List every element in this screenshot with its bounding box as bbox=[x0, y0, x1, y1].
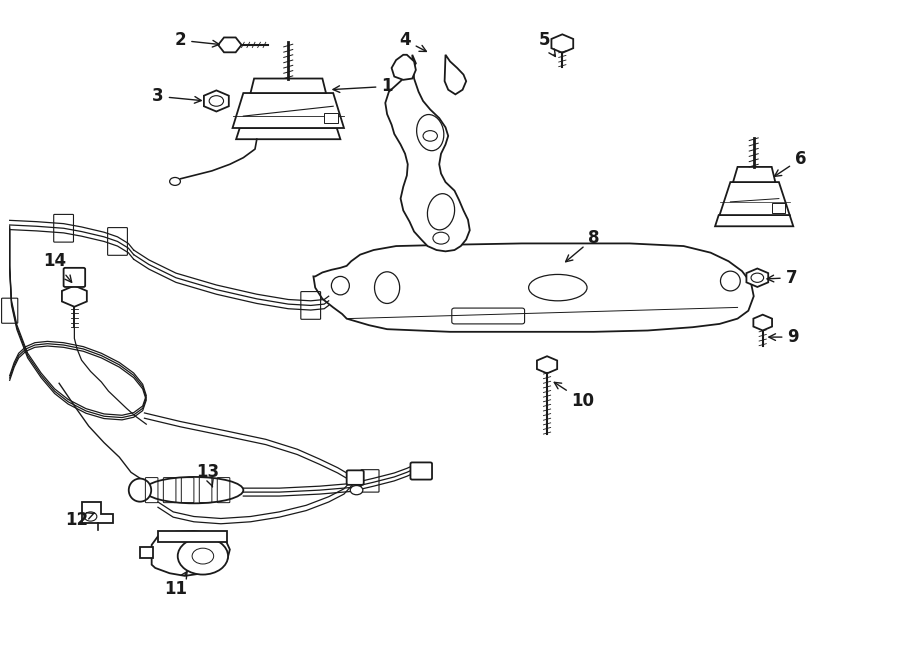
Polygon shape bbox=[720, 182, 789, 215]
Polygon shape bbox=[716, 215, 793, 226]
Text: 14: 14 bbox=[43, 253, 72, 282]
Ellipse shape bbox=[129, 479, 151, 502]
Polygon shape bbox=[158, 531, 227, 541]
Circle shape bbox=[169, 177, 180, 185]
Polygon shape bbox=[250, 79, 326, 93]
Text: 1: 1 bbox=[333, 77, 392, 95]
Text: 5: 5 bbox=[538, 31, 555, 56]
Polygon shape bbox=[753, 315, 772, 330]
Polygon shape bbox=[445, 55, 466, 95]
Polygon shape bbox=[62, 286, 86, 307]
Text: 12: 12 bbox=[66, 511, 94, 529]
Polygon shape bbox=[537, 356, 557, 373]
Text: 9: 9 bbox=[769, 328, 799, 346]
FancyBboxPatch shape bbox=[64, 268, 86, 287]
Text: 10: 10 bbox=[554, 382, 595, 410]
Polygon shape bbox=[734, 167, 775, 182]
Polygon shape bbox=[746, 268, 769, 287]
Text: 11: 11 bbox=[165, 572, 187, 598]
Polygon shape bbox=[82, 502, 113, 523]
Text: 13: 13 bbox=[196, 463, 219, 486]
Polygon shape bbox=[392, 55, 416, 80]
Polygon shape bbox=[232, 93, 344, 128]
FancyBboxPatch shape bbox=[346, 471, 364, 485]
Text: 3: 3 bbox=[152, 87, 202, 105]
Text: 8: 8 bbox=[565, 229, 599, 262]
FancyBboxPatch shape bbox=[410, 463, 432, 480]
Polygon shape bbox=[324, 113, 338, 123]
Polygon shape bbox=[204, 91, 229, 112]
Polygon shape bbox=[313, 243, 753, 332]
Polygon shape bbox=[236, 128, 340, 139]
Circle shape bbox=[350, 486, 363, 494]
Text: 2: 2 bbox=[175, 31, 220, 50]
Polygon shape bbox=[218, 38, 241, 52]
Polygon shape bbox=[771, 203, 785, 213]
Circle shape bbox=[177, 537, 228, 574]
Polygon shape bbox=[385, 55, 470, 251]
Polygon shape bbox=[552, 34, 573, 53]
Polygon shape bbox=[152, 531, 230, 576]
Polygon shape bbox=[140, 547, 154, 558]
Ellipse shape bbox=[145, 477, 243, 503]
Text: 4: 4 bbox=[400, 31, 427, 52]
Text: 6: 6 bbox=[774, 150, 806, 176]
Text: 7: 7 bbox=[767, 269, 797, 287]
